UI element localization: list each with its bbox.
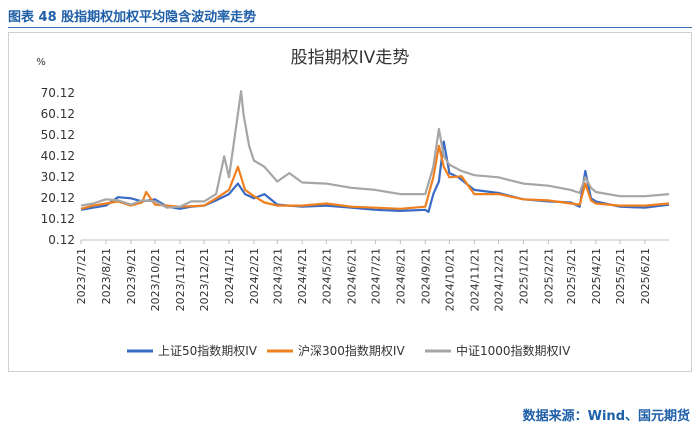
y-tick-label-4: 40.12	[41, 149, 75, 163]
chart-frame: 股指期权IV走势 % 0.12 10.12 20.12 30.12 40.12 50.12…	[8, 32, 692, 372]
x-tick-label-14: 2024/9/21	[419, 248, 432, 304]
x-tick-label-12: 2024/7/21	[369, 248, 382, 304]
x-tick-label-13: 2024/8/21	[394, 248, 407, 304]
y-tick-label-1: 10.12	[41, 212, 75, 226]
x-tick-label-21: 2025/4/21	[590, 248, 603, 304]
x-tick-label-20: 2025/3/21	[565, 248, 578, 304]
x-tick-label-23: 2025/6/21	[639, 248, 652, 304]
x-axis-ticks: 2023/7/21 2023/8/21 2023/9/21 2023/10/21 202…	[75, 240, 652, 311]
chart-title: 股指期权IV走势	[291, 48, 410, 68]
x-tick-label-11: 2024/6/21	[345, 248, 358, 304]
source-note: 数据来源：Wind、国元期货	[522, 409, 690, 424]
caption-rule	[8, 27, 692, 28]
x-tick-label-0: 2023/7/21	[75, 248, 88, 304]
figure-caption: 图表 48 股指期权加权平均隐含波动率走势	[8, 10, 257, 25]
x-tick-label-8: 2024/3/21	[271, 248, 284, 304]
y-tick-label-2: 20.12	[41, 191, 75, 205]
y-axis-unit: %	[36, 57, 46, 68]
x-tick-label-15: 2024/10/21	[443, 248, 456, 311]
x-tick-label-18: 2025/1/21	[517, 248, 530, 304]
x-tick-label-7: 2024/2/21	[248, 248, 261, 304]
x-tick-label-6: 2024/1/21	[223, 248, 236, 304]
legend-label-0: 上证50指数期权IV	[158, 343, 258, 358]
legend-label-2: 中证1000指数期权IV	[456, 343, 571, 358]
iv-line-chart: 股指期权IV走势 % 0.12 10.12 20.12 30.12 40.12 50.12…	[36, 48, 670, 358]
series-lines	[80, 90, 670, 213]
x-tick-label-17: 2024/12/21	[492, 248, 505, 311]
x-tick-label-1: 2023/8/21	[100, 248, 113, 304]
legend-label-1: 沪深300指数期权IV	[298, 343, 405, 358]
x-tick-label-19: 2025/2/21	[542, 248, 555, 304]
y-tick-label-5: 50.12	[41, 128, 75, 142]
x-tick-label-16: 2024/11/21	[468, 248, 481, 311]
y-tick-label-6: 60.12	[41, 107, 75, 121]
x-tick-label-3: 2023/10/21	[149, 248, 162, 311]
x-tick-label-10: 2024/5/21	[320, 248, 333, 304]
x-tick-label-4: 2023/11/21	[174, 248, 187, 311]
x-tick-label-22: 2025/5/21	[614, 248, 627, 304]
legend: 上证50指数期权IV 沪深300指数期权IV 中证1000指数期权IV	[127, 343, 571, 358]
x-tick-label-2: 2023/9/21	[125, 248, 138, 304]
y-tick-label-7: 70.12	[41, 86, 75, 100]
series-line-2	[80, 90, 670, 209]
series-line-1	[80, 144, 670, 210]
y-axis-ticks: 0.12 10.12 20.12 30.12 40.12 50.12 60.12 70.12	[41, 86, 75, 247]
y-tick-label-0: 0.12	[48, 233, 75, 247]
y-tick-label-3: 30.12	[41, 170, 75, 184]
x-tick-label-5: 2023/12/21	[198, 248, 211, 311]
x-tick-label-9: 2024/4/21	[296, 248, 309, 304]
